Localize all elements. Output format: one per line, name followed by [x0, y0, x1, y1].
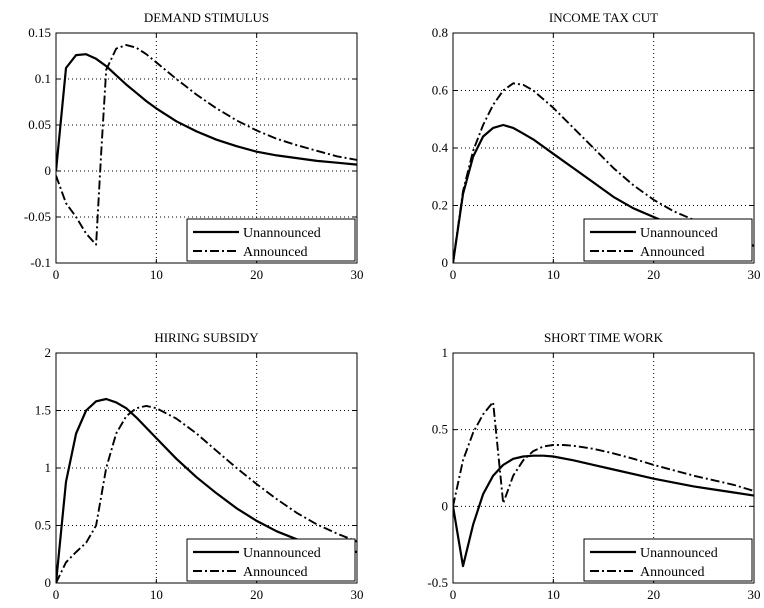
chart-demand-stimulus: 0 10 20 30 -0.1 -0.05 0 0.05 0.1 0.15 DEMAND STIMU… — [24, 10, 364, 282]
series-line-announced — [453, 401, 754, 507]
x-tick-label: 30 — [351, 267, 364, 282]
series-group — [453, 401, 754, 568]
x-tick-label: 30 — [351, 587, 364, 602]
x-tick-label: 10 — [150, 587, 163, 602]
x-tick-label: 20 — [647, 267, 660, 282]
chart-title: SHORT TIME WORK — [544, 330, 664, 345]
chart-hiring-subsidy: 0 10 20 30 0 0.5 1 1.5 2 HIRING SUBSIDY Unannounce… — [35, 330, 364, 602]
y-tick-label: 0.5 — [432, 422, 448, 437]
legend: Unannounced Announced — [186, 538, 356, 582]
chart-income-tax-cut: 0 10 20 30 0 0.2 0.4 0.6 0.8 INCOME TAX CUT Unanno… — [432, 10, 761, 282]
x-tick-label: 0 — [53, 267, 60, 282]
y-tick-label: 0.2 — [432, 198, 448, 213]
series-line-unannounced — [453, 454, 754, 568]
y-tick-label: -0.05 — [24, 209, 51, 224]
legend: Unannounced Announced — [583, 218, 753, 262]
y-tick-label: 0.8 — [432, 25, 448, 40]
x-tick-label: 10 — [547, 267, 560, 282]
y-tick-label: -0.5 — [427, 575, 448, 590]
series-line-unannounced — [56, 397, 357, 583]
series-line-announced — [453, 82, 754, 263]
y-tick-label: 0.5 — [35, 518, 51, 533]
y-tick-label: 2 — [45, 345, 52, 360]
series-line-announced — [56, 44, 357, 246]
series-group — [56, 397, 357, 583]
y-tick-label: 0.6 — [432, 83, 449, 98]
x-tick-label: 20 — [647, 587, 660, 602]
y-tick-label: 0 — [45, 575, 52, 590]
x-tick-label: 10 — [150, 267, 163, 282]
legend-box — [583, 218, 753, 262]
x-tick-label: 0 — [450, 267, 457, 282]
chart-title: DEMAND STIMULUS — [144, 10, 269, 25]
x-tick-label: 30 — [748, 267, 761, 282]
x-tick-label: 0 — [53, 587, 60, 602]
axes-frame — [55, 352, 358, 584]
legend-label-unannounced: Unannounced — [243, 226, 321, 241]
legend-label-unannounced: Unannounced — [243, 546, 321, 561]
x-tick-label: 20 — [250, 267, 263, 282]
legend-label-unannounced: Unannounced — [640, 546, 718, 561]
axes-frame — [452, 352, 755, 584]
legend-box — [583, 538, 753, 582]
axes-frame — [452, 32, 755, 264]
y-tick-label: 1 — [442, 345, 449, 360]
legend-label-announced: Announced — [640, 565, 705, 580]
legend-label-announced: Announced — [640, 245, 705, 260]
x-tick-label: 0 — [450, 587, 457, 602]
y-tick-label: 0 — [45, 163, 52, 178]
legend: Unannounced Announced — [186, 218, 356, 262]
y-tick-label: 0 — [442, 498, 449, 513]
x-tick-label: 30 — [748, 587, 761, 602]
y-tick-label: 0.15 — [28, 25, 51, 40]
chart-title: INCOME TAX CUT — [549, 10, 658, 25]
legend-label-unannounced: Unannounced — [640, 226, 718, 241]
chart-title: HIRING SUBSIDY — [154, 330, 259, 345]
x-tick-label: 10 — [547, 587, 560, 602]
legend-label-announced: Announced — [243, 245, 308, 260]
y-tick-label: 1 — [45, 460, 52, 475]
series-group — [56, 44, 357, 246]
x-tick-label: 20 — [250, 587, 263, 602]
y-tick-label: 0.4 — [432, 140, 449, 155]
y-tick-label: 1.5 — [35, 403, 51, 418]
y-tick-label: 0.05 — [28, 117, 51, 132]
series-line-unannounced — [56, 53, 357, 172]
y-tick-label: -0.1 — [30, 255, 51, 270]
y-tick-label: 0 — [442, 255, 449, 270]
legend-box — [186, 218, 356, 262]
y-tick-label: 0.1 — [35, 71, 51, 86]
series-line-announced — [56, 404, 357, 583]
legend-label-announced: Announced — [243, 565, 308, 580]
legend: Unannounced Announced — [583, 538, 753, 582]
axes-frame — [55, 32, 358, 264]
legend-box — [186, 538, 356, 582]
